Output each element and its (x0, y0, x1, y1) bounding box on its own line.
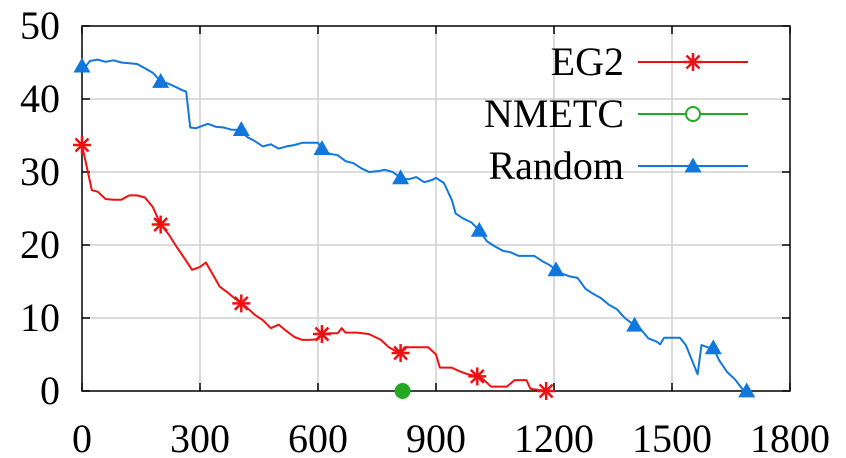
legend-label: EG2 (551, 39, 624, 84)
legend-item-nmetc: NMETC (484, 91, 748, 136)
data-point-eg2 (537, 382, 556, 400)
legend-marker (684, 53, 702, 71)
x-tick-label: 1500 (632, 416, 712, 458)
y-tick-label: 30 (20, 149, 60, 194)
data-point-random (232, 121, 250, 137)
x-tick-label: 0 (72, 416, 92, 458)
y-tick-label: 10 (20, 295, 60, 340)
x-tick-label: 1800 (750, 416, 830, 458)
x-axis-ticks: 0 300 600 900 1200 1500 1800 (72, 26, 830, 458)
data-point-nmetc (394, 383, 411, 399)
x-tick-label: 1200 (514, 416, 594, 458)
data-point-eg2 (73, 135, 91, 154)
legend-label: NMETC (484, 91, 624, 136)
y-axis-ticks: 0 10 20 30 40 50 (20, 3, 790, 413)
y-tick-label: 50 (20, 3, 60, 48)
y-tick-label: 40 (20, 76, 60, 121)
legend-marker (685, 106, 701, 122)
data-point-random (738, 382, 756, 398)
series-line-random (82, 58, 748, 392)
grid-lines (82, 26, 790, 391)
x-tick-label: 300 (170, 416, 230, 458)
x-tick-label: 900 (406, 416, 466, 458)
data-point-eg2 (232, 294, 251, 313)
series-eg2 (73, 135, 556, 400)
data-point-random (704, 339, 722, 355)
legend: EG2 NMETC Random (484, 39, 748, 188)
data-point-random (547, 261, 565, 277)
series-layer (73, 57, 756, 400)
data-point-random (392, 169, 410, 185)
data-point-random (313, 140, 331, 156)
data-point-random (626, 316, 644, 332)
series-nmetc (394, 383, 411, 399)
y-tick-label: 0 (40, 368, 60, 413)
legend-item-random: Random (488, 143, 748, 188)
data-point-random (73, 57, 91, 73)
legend-label: Random (488, 143, 624, 188)
legend-item-eg2: EG2 (551, 39, 748, 84)
series-line-eg2 (81, 144, 547, 392)
x-tick-label: 600 (288, 416, 348, 458)
data-point-random (152, 72, 170, 88)
y-tick-label: 20 (20, 222, 60, 267)
legend-marker (684, 157, 702, 173)
data-point-random (470, 221, 488, 237)
series-random (73, 57, 756, 398)
data-point-eg2 (151, 215, 170, 234)
data-point-eg2 (391, 344, 410, 363)
data-point-eg2 (468, 367, 487, 386)
data-point-eg2 (312, 325, 331, 344)
